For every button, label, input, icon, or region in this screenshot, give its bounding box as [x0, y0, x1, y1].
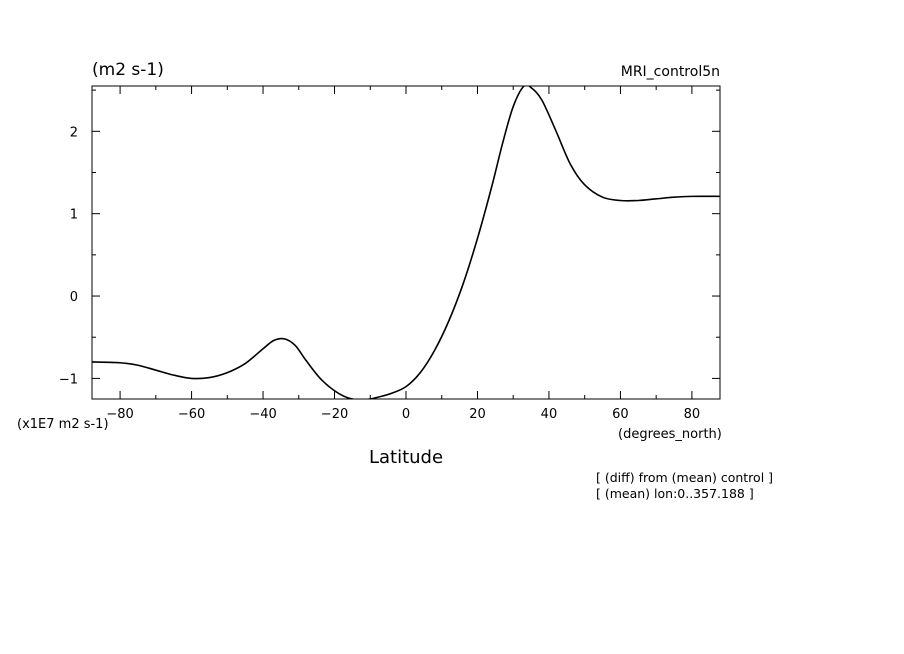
x-tick-labels: −80 −60 −40 −20 0 20 40 60 80 — [106, 407, 700, 422]
x-axis-label: Latitude — [369, 447, 443, 468]
x-tick-label: −60 — [178, 407, 205, 422]
y-tick-label: −1 — [59, 372, 78, 387]
y-tick-label: 2 — [70, 125, 78, 140]
plot-frame — [91, 85, 721, 400]
x-tick-label: 80 — [684, 407, 701, 422]
x-tick-label: −20 — [321, 407, 348, 422]
y-tick-label: 1 — [70, 208, 78, 223]
x-tick-label: −80 — [106, 407, 133, 422]
x-tick-label: 20 — [469, 407, 486, 422]
x-tick-label: 0 — [402, 407, 410, 422]
axis-ticks — [92, 86, 720, 399]
note-mean: [ (mean) lon:0..357.188 ] — [596, 486, 754, 501]
x-tick-label: 40 — [541, 407, 558, 422]
y-axis-units-label: (x1E7 m2 s-1) — [17, 417, 109, 432]
note-diff: [ (diff) from (mean) control ] — [596, 470, 773, 485]
x-tick-label: −40 — [249, 407, 276, 422]
x-axis-units-label: (degrees_north) — [618, 427, 722, 442]
dataset-name: MRI_control5n — [621, 64, 720, 80]
units-title: (m2 s-1) — [92, 60, 164, 80]
x-tick-label: 60 — [612, 407, 629, 422]
y-tick-label: 0 — [70, 290, 78, 305]
y-tick-labels: −1 0 1 2 — [59, 125, 78, 387]
data-line — [92, 86, 720, 399]
